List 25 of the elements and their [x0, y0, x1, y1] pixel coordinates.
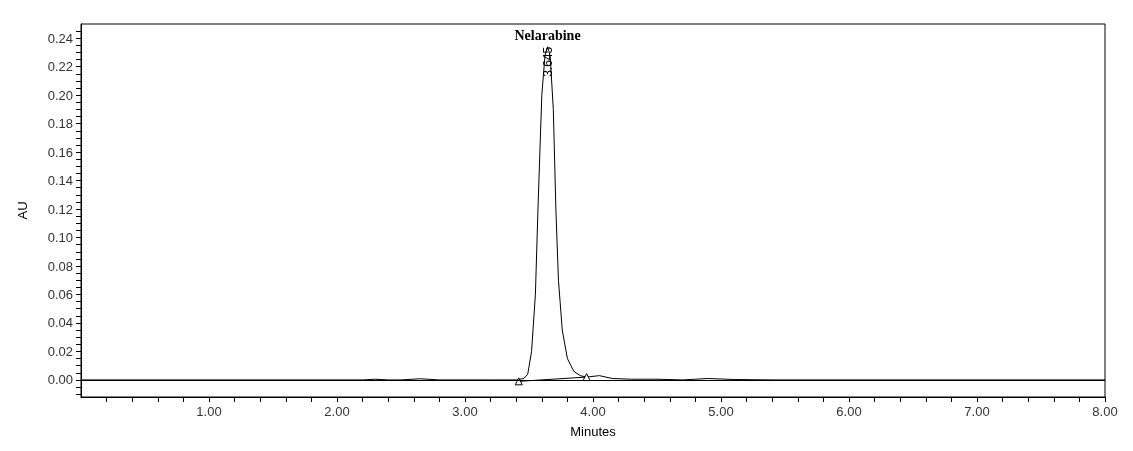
y-tick-label: 0.16 [47, 144, 73, 160]
x-axis-title: Minutes [570, 424, 617, 439]
x-tick-label: 3.00 [452, 404, 478, 419]
annotation: Nelarabine [514, 28, 581, 44]
annotation: 3.645 [540, 46, 555, 77]
x-tick-label: 8.00 [1092, 404, 1118, 419]
y-tick-label: 0.14 [47, 173, 73, 189]
x-tick-label: 6.00 [836, 404, 862, 419]
y-tick-label: 0.10 [47, 230, 73, 246]
y-tick-label: 0.06 [47, 287, 73, 302]
y-tick-label: 0.02 [47, 343, 73, 359]
x-tick-label: 5.00 [708, 404, 734, 419]
y-tick-label: 0.12 [47, 201, 73, 217]
x-tick-label: 4.00 [580, 404, 606, 419]
y-tick-label: 0.18 [47, 116, 73, 132]
y-tick-label: 0.20 [47, 87, 73, 103]
y-tick-label: 0.04 [47, 315, 73, 331]
y-axis-title: AU [15, 201, 30, 220]
x-tick-label: 2.00 [324, 404, 350, 419]
x-tick-label: 7.00 [964, 404, 990, 419]
y-tick-label: 0.22 [47, 59, 73, 75]
x-tick-label: 1.00 [196, 404, 222, 419]
y-tick-label: 0.08 [47, 258, 73, 274]
y-tick-label: 0.24 [47, 30, 73, 46]
y-tick-label: 0.00 [47, 372, 73, 388]
